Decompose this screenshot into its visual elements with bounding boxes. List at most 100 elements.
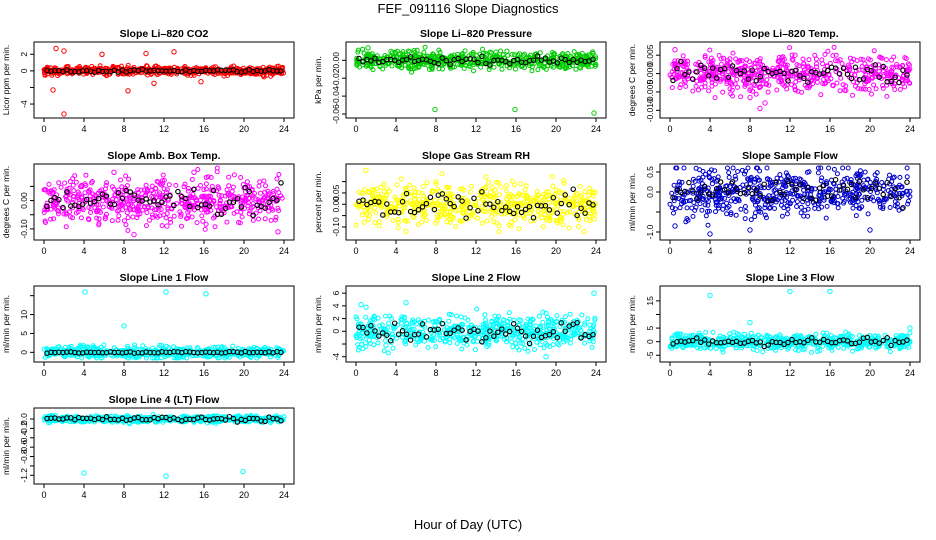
data-point xyxy=(884,76,890,82)
data-point xyxy=(897,65,903,71)
x-tick-label: 16 xyxy=(199,246,209,256)
data-point xyxy=(272,217,278,223)
data-point xyxy=(758,84,763,90)
y-axis-label: ml/min per min. xyxy=(313,295,323,353)
data-point xyxy=(863,86,868,92)
data-point xyxy=(484,218,490,224)
data-point xyxy=(720,89,726,95)
x-tick-label: 24 xyxy=(905,124,915,134)
data-point xyxy=(390,345,396,351)
x-tick-label: 8 xyxy=(121,124,126,134)
outlier-point xyxy=(125,88,131,94)
data-point xyxy=(203,221,209,227)
data-point xyxy=(840,82,846,88)
data-point xyxy=(70,176,76,182)
data-point xyxy=(831,166,837,172)
data-point xyxy=(897,87,903,92)
data-point xyxy=(437,198,443,204)
data-point xyxy=(385,350,391,356)
data-point xyxy=(143,223,149,229)
data-point xyxy=(902,55,908,61)
data-point xyxy=(257,179,263,185)
data-point xyxy=(734,76,740,82)
y-tick-label: 0.5 xyxy=(645,166,655,178)
data-point xyxy=(144,210,150,215)
data-point xyxy=(879,180,885,185)
y-tick-label: 0.05 xyxy=(331,184,341,201)
data-point xyxy=(231,172,237,178)
data-point xyxy=(541,345,547,351)
y-tick-label: 5 xyxy=(19,331,29,336)
outlier-point xyxy=(82,289,88,295)
data-point xyxy=(699,84,705,90)
data-point xyxy=(355,58,361,64)
data-point xyxy=(496,192,502,197)
data-point xyxy=(562,66,568,72)
x-tick-label: 8 xyxy=(747,246,752,256)
outlier-point xyxy=(164,223,170,229)
data-point xyxy=(589,63,595,69)
data-point xyxy=(834,80,840,86)
data-point xyxy=(509,51,515,57)
outlier-point xyxy=(672,47,678,53)
data-point xyxy=(537,50,543,56)
mean-point xyxy=(574,59,580,66)
data-point xyxy=(400,49,406,55)
y-tick-label: 0 xyxy=(19,68,29,73)
y-axis-label: percent per min. xyxy=(313,171,323,232)
x-tick-label: 0 xyxy=(667,246,672,256)
data-point xyxy=(798,210,804,216)
data-point xyxy=(866,56,871,62)
data-point xyxy=(124,183,130,189)
data-point xyxy=(541,57,547,62)
y-tick-label: 10 xyxy=(19,310,29,320)
data-point xyxy=(834,66,840,72)
data-point xyxy=(889,57,895,63)
data-point xyxy=(573,66,579,72)
data-point xyxy=(62,180,68,186)
data-point xyxy=(577,183,583,189)
data-point xyxy=(871,48,877,54)
data-point xyxy=(702,54,708,60)
data-point xyxy=(353,222,359,228)
data-point xyxy=(798,204,804,210)
data-point xyxy=(706,88,712,94)
data-point xyxy=(512,217,518,223)
data-point xyxy=(104,180,110,186)
data-point xyxy=(468,183,474,189)
data-point xyxy=(739,58,745,64)
data-point xyxy=(422,44,428,50)
y-tick-label: 0.005 xyxy=(645,44,655,66)
data-point xyxy=(81,71,87,77)
mean-point xyxy=(475,59,481,66)
data-point xyxy=(402,62,408,68)
data-point xyxy=(677,85,683,91)
outlier-point xyxy=(672,223,678,229)
data-point xyxy=(905,66,911,72)
data-point xyxy=(359,212,365,218)
data-point xyxy=(399,55,405,61)
data-point xyxy=(752,83,758,88)
data-point xyxy=(702,80,708,86)
data-point xyxy=(194,220,200,226)
data-point xyxy=(865,211,871,217)
x-tick-label: 0 xyxy=(41,246,46,256)
data-point xyxy=(439,171,445,177)
data-point xyxy=(862,169,868,175)
data-point xyxy=(669,190,675,196)
data-point xyxy=(775,74,781,80)
plot-frame xyxy=(345,285,607,363)
data-point xyxy=(696,87,701,93)
data-point xyxy=(787,45,793,51)
data-point xyxy=(819,57,825,63)
data-point xyxy=(805,63,811,69)
data-point xyxy=(512,66,518,72)
data-point xyxy=(869,91,874,97)
data-point xyxy=(871,82,877,88)
data-point xyxy=(467,189,473,195)
data-point xyxy=(256,216,261,222)
data-point xyxy=(89,63,95,69)
data-point xyxy=(494,52,500,58)
data-point xyxy=(467,64,473,70)
data-point xyxy=(788,73,794,79)
